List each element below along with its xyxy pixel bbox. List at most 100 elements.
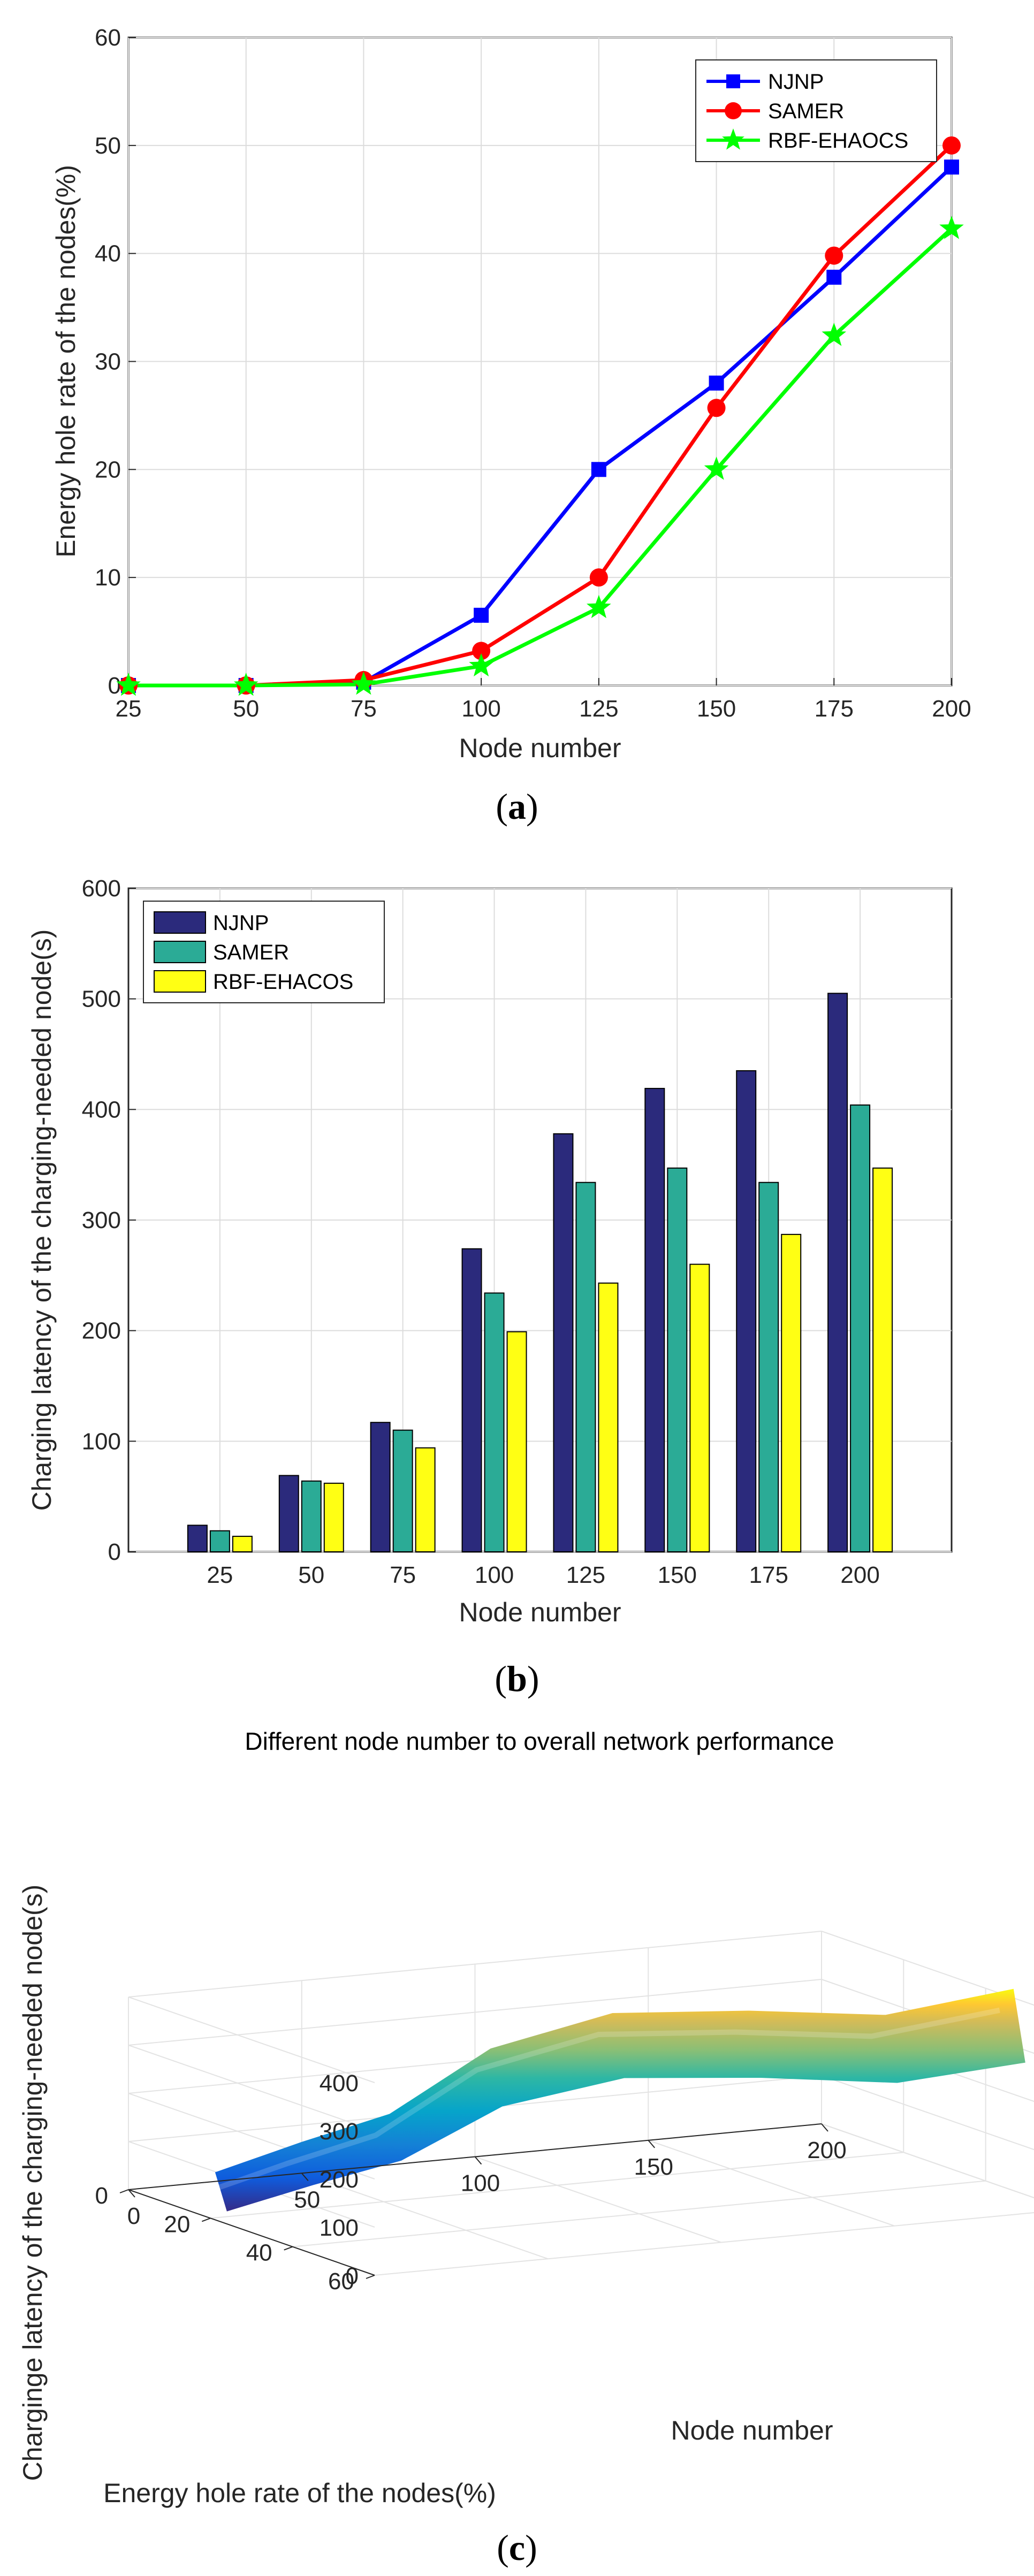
chart-b-legend: NJNP SAMER RBF-EHACOS [143, 901, 385, 1003]
chart-c-ytick-label: 200 [807, 2137, 846, 2163]
chart-c-xtick-mark [284, 2246, 293, 2251]
chart-a-xtick-label: 25 [116, 696, 142, 722]
chart-a-ytick-label: 40 [95, 241, 121, 267]
chart-b-bar-njnp [187, 1525, 208, 1553]
chart-b-bar-samer [758, 1182, 779, 1552]
chart-c-ztick-label: 300 [320, 2118, 359, 2145]
chart-a-legend-marker [722, 128, 744, 150]
chart-a-point-njnp [709, 375, 724, 391]
chart-c-ytick-label: 0 [127, 2203, 140, 2229]
chart-a-legend-label: SAMER [768, 100, 844, 123]
chart-c-floor-grid [821, 2123, 1034, 2199]
chart-b-bar-rbf-ehacos [598, 1282, 619, 1552]
chart-b-bar-rbf-ehacos [781, 1233, 802, 1552]
chart-c-surface [200, 1988, 1025, 2212]
chart-a-point-samer [472, 642, 491, 660]
chart-a-legend-label: RBF-EHAOCS [768, 129, 908, 153]
chart-a-ytick-label: 0 [108, 673, 121, 699]
chart-c-floor-grid [648, 2139, 895, 2227]
chart-a-point-rbf-ehaocs [704, 456, 729, 480]
chart-b-bar-njnp [736, 1070, 757, 1552]
chart-b-ytick-label: 0 [108, 1539, 121, 1565]
chart-c-wall-grid [821, 2123, 1034, 2199]
chart-c-xlabel: Energy hole rate of the nodes(%) [103, 2478, 496, 2508]
chart-b-ytick-label: 100 [82, 1428, 121, 1454]
chart-a-xtick-label: 125 [579, 696, 618, 722]
chart-a-point-rbf-ehaocs [939, 216, 964, 239]
chart-b-ytick-label: 600 [82, 875, 121, 902]
chart-a-xlabel: Node number [459, 733, 621, 763]
chart-a: 25 50 75 100 125 150 175 200 0 10 20 30 40 50 60 Node … [51, 25, 971, 827]
chart-b-bar-njnp [278, 1475, 299, 1553]
chart-b-ytick-label: 200 [82, 1318, 121, 1344]
chart-b-legend-swatch [154, 911, 206, 934]
chart-b-bar-rbf-ehacos [232, 1536, 253, 1552]
chart-b-bar-njnp [827, 993, 848, 1552]
chart-a-ylabel: Energy hole rate of the nodes(%) [51, 165, 81, 558]
chart-b-bar-samer [575, 1182, 596, 1552]
chart-b-xtick-label: 75 [390, 1562, 416, 1588]
chart-a-series [116, 136, 964, 696]
chart-b-bar-rbf-ehacos [689, 1263, 710, 1552]
chart-a-point-samer [707, 399, 726, 417]
chart-a-point-njnp [944, 159, 959, 175]
chart-b-xtick-label: 175 [749, 1562, 788, 1588]
chart-a-xtick-label: 150 [697, 696, 736, 722]
chart-a-xtick-label: 175 [815, 696, 854, 722]
chart-c: Different node number to overall network… [18, 1727, 1034, 2568]
chart-b-xtick-label: 150 [658, 1562, 697, 1588]
chart-b-ylabel: Charging latency of the charging-needed … [27, 929, 57, 1511]
chart-b-bar-samer [209, 1530, 230, 1552]
chart-a-ytick-label: 30 [95, 349, 121, 375]
chart-b-legend-label: SAMER [213, 941, 289, 964]
chart-a-ytick-label: 20 [95, 456, 121, 483]
chart-b-legend-label: RBF-EHACOS [213, 970, 353, 994]
chart-b-bar-rbf-ehacos [872, 1167, 893, 1552]
chart-c-ytick-mark [648, 2140, 656, 2148]
chart-c-caption: (c) [497, 2527, 537, 2568]
chart-c-ytick-label: 150 [634, 2154, 673, 2180]
chart-a-xtick-label: 100 [461, 696, 500, 722]
chart-c-x-axis [128, 2189, 375, 2276]
chart-c-xtick-label: 0 [95, 2183, 108, 2209]
chart-a-point-samer [825, 246, 843, 265]
chart-b-bar-samer [850, 1104, 871, 1553]
chart-c-xtick-label: 40 [246, 2240, 272, 2266]
chart-b-xtick-label: 50 [298, 1562, 324, 1588]
chart-b-bar-samer [301, 1480, 322, 1552]
chart-c-title: Different node number to overall network… [245, 1727, 834, 1755]
chart-a-point-rbf-ehaocs [116, 673, 141, 696]
chart-b-legend-label: NJNP [213, 911, 269, 935]
chart-c-wall-grid [821, 1931, 1034, 2006]
chart-c-surface-sheen [200, 2007, 1000, 2197]
chart-c-ytick-mark [474, 2156, 482, 2165]
chart-b-xtick-label: 100 [475, 1562, 514, 1588]
chart-b-bars [187, 993, 893, 1553]
chart-b-bar-njnp [553, 1133, 574, 1552]
chart-c-surface-fill [215, 1988, 1025, 2212]
chart-b-xlabel: Node number [459, 1597, 621, 1627]
chart-b-ytick-label: 400 [82, 1096, 121, 1123]
chart-c-xtick-label: 60 [328, 2268, 354, 2295]
chart-a-ticks: 25 50 75 100 125 150 175 200 0 10 20 30 40 50 60 [95, 25, 971, 722]
chart-b-bar-njnp [644, 1088, 665, 1553]
chart-c-ytick-mark [128, 2189, 135, 2198]
chart-a-legend-marker [725, 102, 742, 119]
chart-c-wall-grid [128, 1979, 822, 2046]
chart-c-ytick-mark [821, 2123, 828, 2132]
chart-a-ytick-label: 60 [95, 25, 121, 51]
chart-b-ytick-label: 500 [82, 986, 121, 1012]
chart-c-floor-grid [475, 2156, 721, 2243]
chart-a-legend-marker [726, 74, 740, 88]
chart-c-grid [128, 1931, 1034, 2276]
chart-a-point-rbf-ehaocs [587, 595, 611, 619]
chart-c-wall-grid [128, 2045, 375, 2131]
chart-c-xtick-label: 20 [164, 2211, 190, 2237]
chart-a-ytick-label: 50 [95, 133, 121, 159]
chart-c-xtick-mark [201, 2217, 211, 2222]
chart-c-wall-grid [128, 1996, 375, 2083]
chart-a-point-samer [942, 136, 961, 155]
chart-a-caption: (a) [496, 786, 538, 827]
chart-b-bar-samer [667, 1167, 688, 1552]
chart-b-xtick-label: 25 [207, 1562, 233, 1588]
